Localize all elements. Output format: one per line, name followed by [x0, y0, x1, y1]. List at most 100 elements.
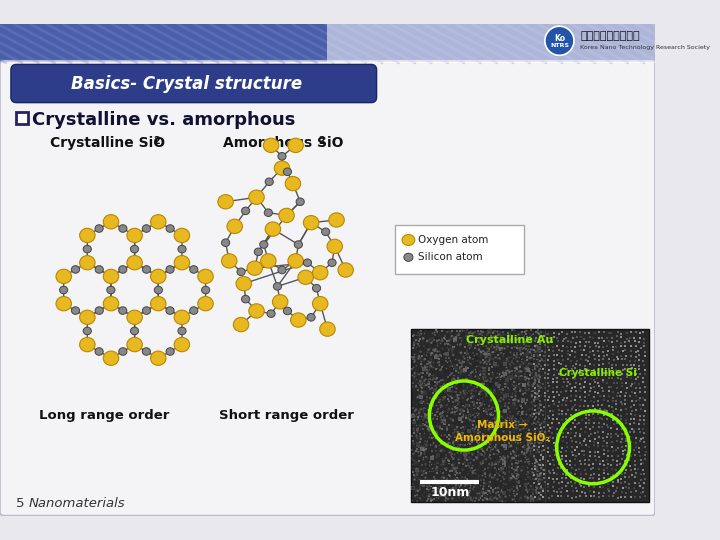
- Ellipse shape: [307, 314, 315, 321]
- Ellipse shape: [288, 254, 303, 268]
- Ellipse shape: [150, 214, 166, 229]
- Ellipse shape: [218, 194, 233, 209]
- Text: Matrix →: Matrix →: [477, 420, 527, 430]
- Ellipse shape: [272, 295, 288, 309]
- Ellipse shape: [166, 266, 174, 273]
- Ellipse shape: [284, 168, 292, 176]
- Ellipse shape: [265, 222, 281, 236]
- Ellipse shape: [237, 268, 245, 275]
- Ellipse shape: [312, 285, 320, 292]
- Ellipse shape: [178, 245, 186, 253]
- Ellipse shape: [107, 286, 115, 294]
- Text: 5: 5: [17, 497, 25, 510]
- Text: 2: 2: [153, 136, 160, 146]
- Text: Nanomaterials: Nanomaterials: [29, 497, 126, 510]
- Text: Silicon atom: Silicon atom: [418, 252, 483, 262]
- Ellipse shape: [404, 253, 413, 261]
- Ellipse shape: [278, 266, 286, 274]
- Ellipse shape: [267, 310, 275, 318]
- FancyBboxPatch shape: [0, 61, 655, 516]
- FancyBboxPatch shape: [11, 64, 377, 103]
- Ellipse shape: [198, 296, 213, 311]
- Ellipse shape: [265, 178, 274, 186]
- Ellipse shape: [274, 161, 289, 176]
- Bar: [17, 112, 28, 124]
- Ellipse shape: [80, 338, 95, 352]
- Ellipse shape: [254, 248, 262, 255]
- Ellipse shape: [83, 245, 91, 253]
- Text: 나노기술연구협의회: 나노기술연구협의회: [580, 31, 640, 41]
- Ellipse shape: [119, 348, 127, 355]
- Ellipse shape: [222, 254, 237, 268]
- Ellipse shape: [95, 266, 104, 273]
- Ellipse shape: [166, 307, 174, 314]
- Ellipse shape: [222, 239, 230, 246]
- Ellipse shape: [103, 351, 119, 366]
- Ellipse shape: [143, 225, 150, 232]
- Ellipse shape: [71, 307, 80, 314]
- Ellipse shape: [189, 307, 198, 314]
- Ellipse shape: [241, 207, 250, 215]
- Ellipse shape: [127, 255, 143, 270]
- Ellipse shape: [178, 327, 186, 335]
- Text: Long range order: Long range order: [40, 409, 170, 422]
- Bar: [328, 24, 655, 63]
- Ellipse shape: [322, 228, 330, 235]
- Ellipse shape: [264, 209, 272, 217]
- Ellipse shape: [103, 269, 119, 284]
- Bar: [411, 329, 649, 502]
- Ellipse shape: [198, 269, 213, 284]
- Ellipse shape: [274, 282, 282, 290]
- Ellipse shape: [130, 327, 139, 335]
- Ellipse shape: [249, 190, 264, 204]
- Ellipse shape: [127, 310, 143, 325]
- Text: Crystalline Au: Crystalline Au: [466, 335, 553, 345]
- Text: Amorphous SiO₂: Amorphous SiO₂: [455, 433, 549, 443]
- Ellipse shape: [291, 313, 306, 327]
- Ellipse shape: [236, 276, 251, 291]
- Ellipse shape: [338, 263, 354, 277]
- Ellipse shape: [327, 239, 343, 253]
- Ellipse shape: [143, 266, 150, 273]
- Ellipse shape: [83, 327, 91, 335]
- Ellipse shape: [154, 286, 163, 294]
- Text: Amorphous SiO: Amorphous SiO: [223, 136, 343, 150]
- Ellipse shape: [249, 304, 264, 318]
- Ellipse shape: [56, 296, 71, 311]
- Ellipse shape: [150, 296, 166, 311]
- Ellipse shape: [320, 322, 336, 336]
- Ellipse shape: [119, 225, 127, 232]
- Ellipse shape: [288, 138, 303, 152]
- Ellipse shape: [402, 234, 415, 246]
- Ellipse shape: [303, 215, 319, 230]
- Ellipse shape: [56, 269, 71, 284]
- Ellipse shape: [71, 266, 80, 273]
- Ellipse shape: [312, 296, 328, 311]
- Ellipse shape: [127, 228, 143, 242]
- Ellipse shape: [150, 351, 166, 366]
- Ellipse shape: [150, 269, 166, 284]
- Ellipse shape: [303, 259, 312, 267]
- Ellipse shape: [284, 307, 292, 315]
- Ellipse shape: [119, 307, 127, 314]
- Ellipse shape: [285, 177, 301, 191]
- Ellipse shape: [80, 310, 95, 325]
- Text: Korea Nano Technology Research Society: Korea Nano Technology Research Society: [580, 45, 711, 50]
- Ellipse shape: [174, 228, 189, 242]
- Ellipse shape: [174, 310, 189, 325]
- Ellipse shape: [227, 219, 243, 233]
- Text: NTRS: NTRS: [550, 43, 569, 48]
- Ellipse shape: [296, 198, 305, 206]
- Ellipse shape: [261, 254, 276, 268]
- Ellipse shape: [60, 286, 68, 294]
- Text: Ko: Ko: [554, 33, 565, 43]
- FancyBboxPatch shape: [395, 225, 524, 274]
- Ellipse shape: [189, 266, 198, 273]
- Ellipse shape: [95, 225, 103, 232]
- Ellipse shape: [130, 245, 139, 253]
- Ellipse shape: [312, 266, 328, 280]
- Ellipse shape: [329, 213, 344, 227]
- Ellipse shape: [328, 259, 336, 267]
- Ellipse shape: [264, 138, 279, 152]
- Text: Basics- Crystal structure: Basics- Crystal structure: [71, 75, 302, 92]
